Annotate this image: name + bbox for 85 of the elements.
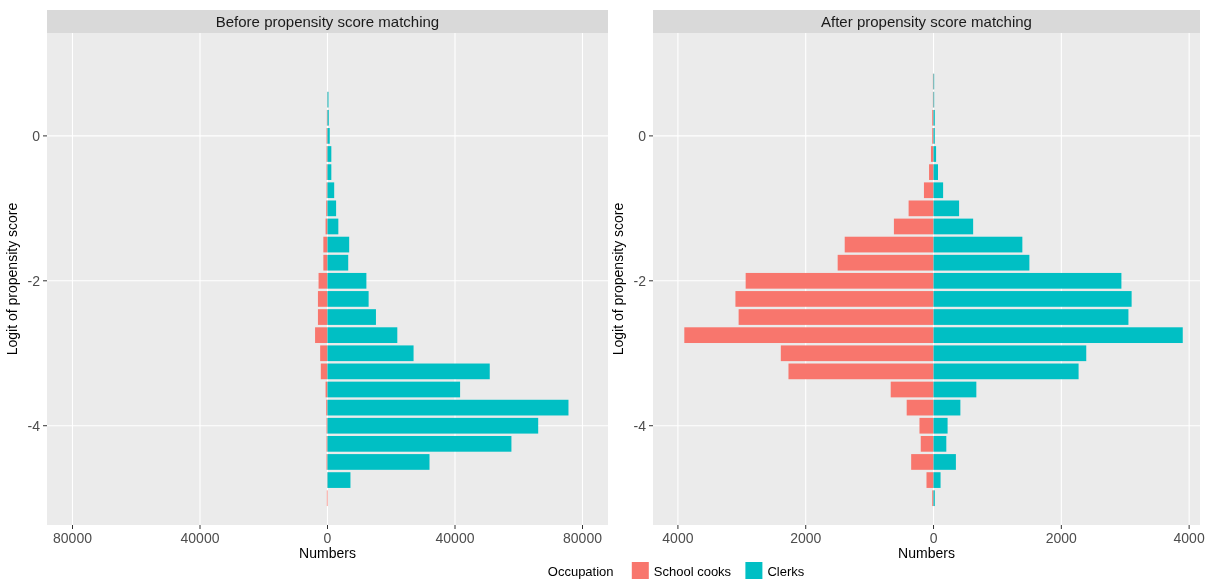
bar	[933, 182, 944, 199]
bar	[890, 381, 934, 398]
x-tick-label: 0	[929, 530, 938, 546]
bar	[323, 254, 328, 271]
bar	[933, 200, 960, 217]
bar	[933, 345, 1087, 362]
bar	[923, 182, 934, 199]
y-axis-title: Logit of propensity score	[4, 202, 20, 356]
bar	[911, 454, 934, 470]
bar	[327, 309, 376, 325]
x-tick-label: 0	[323, 530, 332, 546]
bar	[315, 327, 328, 344]
bar	[323, 236, 328, 253]
bar	[919, 417, 934, 434]
bar	[933, 327, 1183, 344]
legend-label: School cooks	[653, 564, 732, 579]
bar	[327, 182, 335, 199]
bar	[735, 291, 934, 307]
bar	[327, 472, 351, 488]
bar	[320, 345, 328, 362]
bar	[933, 363, 1079, 380]
y-tick-label: 0	[638, 127, 647, 144]
bar	[933, 236, 1023, 253]
y-tick-label: -2	[27, 272, 41, 289]
bar	[933, 254, 1030, 271]
x-tick-label: 4000	[1173, 530, 1205, 546]
bar	[745, 272, 934, 289]
bar	[788, 363, 934, 380]
bar	[684, 327, 934, 344]
bar	[780, 345, 934, 362]
bar	[933, 435, 947, 452]
bar	[908, 200, 934, 217]
bar	[317, 291, 328, 307]
y-axis-title: Logit of propensity score	[610, 202, 626, 356]
bar	[327, 200, 337, 217]
bar	[844, 236, 934, 253]
bar	[327, 381, 461, 398]
bar	[933, 291, 1132, 307]
bar	[327, 454, 430, 470]
bar	[933, 417, 948, 434]
bar	[906, 399, 934, 416]
y-tick-label: -4	[27, 417, 41, 434]
x-axis-title: Numbers	[898, 545, 955, 561]
bar	[317, 309, 328, 325]
bar	[933, 472, 941, 488]
chart-title: After propensity score matching	[821, 13, 1032, 30]
bar	[837, 254, 934, 271]
y-tick-label: 0	[32, 127, 41, 144]
legend-label: Clerks	[767, 564, 805, 579]
bar	[933, 218, 974, 235]
x-tick-label: 2000	[790, 530, 822, 546]
bar	[320, 363, 328, 380]
x-tick-label: 4000	[662, 530, 694, 546]
bar	[933, 164, 938, 180]
bar	[327, 399, 569, 416]
bar	[327, 417, 539, 434]
x-tick-label: 80000	[563, 530, 603, 546]
x-tick-label: 40000	[180, 530, 220, 546]
x-tick-label: 2000	[1045, 530, 1078, 546]
bar	[327, 254, 349, 271]
bar	[933, 381, 977, 398]
x-axis-title: Numbers	[299, 545, 356, 561]
bar	[327, 327, 398, 344]
bar	[327, 236, 350, 253]
bar	[920, 435, 934, 452]
bar	[327, 363, 490, 380]
bar	[933, 272, 1122, 289]
bar	[738, 309, 934, 325]
x-tick-label: 80000	[53, 530, 93, 546]
bar	[933, 454, 956, 470]
bar	[929, 164, 934, 180]
y-tick-label: -4	[633, 417, 647, 434]
bar	[933, 309, 1129, 325]
y-tick-label: -2	[633, 272, 647, 289]
bar	[893, 218, 934, 235]
bar	[933, 399, 961, 416]
bar	[327, 435, 512, 452]
bar	[327, 345, 414, 362]
bar	[327, 272, 367, 289]
bar	[318, 272, 328, 289]
x-tick-label: 40000	[435, 530, 475, 546]
chart-title: Before propensity score matching	[215, 13, 440, 30]
bar	[926, 472, 934, 488]
legend-title: Occupation	[547, 564, 614, 579]
bar	[327, 291, 369, 307]
